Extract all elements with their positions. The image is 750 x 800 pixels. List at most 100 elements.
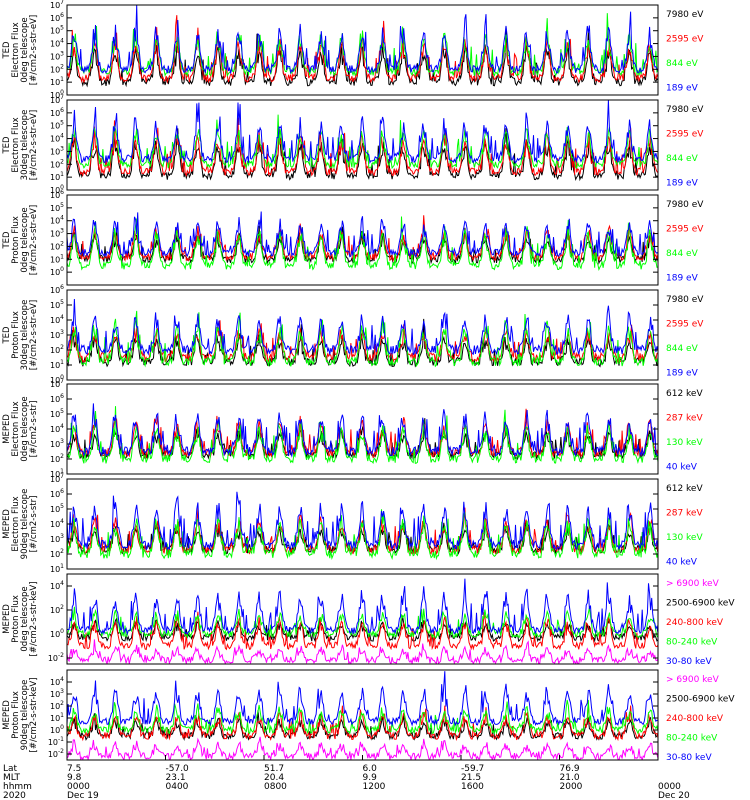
x-tick-hhmm: 0000 — [67, 782, 90, 792]
series-line-2-3 — [67, 114, 658, 170]
legend-entry: 189 eV — [666, 274, 699, 284]
y-tick-label: 102 — [50, 158, 64, 169]
legend-entry: 844 eV — [666, 154, 699, 164]
y-tick-label: 104 — [50, 215, 64, 226]
legend-entry: 844 eV — [666, 249, 699, 259]
y-tick-label: 10-1 — [48, 736, 64, 747]
legend-entry: 30-80 keV — [666, 657, 712, 667]
y-tick-label: 104 — [50, 676, 64, 687]
y-tick-label: 104 — [50, 38, 64, 49]
y-tick-label: 102 — [50, 344, 64, 355]
y-tick-label: 100 — [50, 628, 64, 639]
legend-entry: 287 keV — [666, 414, 703, 424]
series-line-5-2 — [67, 408, 658, 459]
y-tick-label: 103 — [50, 145, 64, 156]
legend-entry: 40 keV — [666, 463, 698, 473]
legend-entry: 189 eV — [666, 179, 699, 189]
legend-entry: 240-800 keV — [666, 714, 724, 724]
y-tick-label: 104 — [50, 423, 64, 434]
legend-entry: 2595 eV — [666, 130, 704, 140]
legend-entry: 189 eV — [666, 369, 699, 379]
y-tick-label: 103 — [50, 438, 64, 449]
y-tick-label: 101 — [50, 76, 64, 87]
x-tick-mlt: 21.0 — [560, 773, 580, 783]
x-tick-lat: 76.9 — [560, 764, 580, 774]
y-tick-label: 107 — [50, 473, 64, 484]
y-tick-label: 106 — [50, 189, 64, 200]
y-tick-label: 102 — [50, 700, 64, 711]
x-tick-mlt: 9.9 — [363, 773, 378, 783]
y-tick-label: 107 — [50, 0, 64, 10]
y-tick-label: 105 — [50, 25, 64, 36]
series-line-3-2 — [67, 215, 658, 263]
y-axis-label: MEPEDElectron Flux90deg telescope[#/cm2-… — [2, 489, 39, 560]
series-line-3-1 — [67, 225, 658, 265]
x-tick-hhmm: 2000 — [560, 782, 583, 792]
x-tick-mlt: 23.1 — [166, 773, 186, 783]
y-tick-label: 105 — [50, 299, 64, 310]
y-tick-label: 103 — [50, 50, 64, 61]
panel-7: 10-2 100 102 104 MEPEDProton Flux0deg telesc… — [2, 573, 735, 667]
panel-6: 101 102 103 104 105 106 107 MEPEDElectron Flux9… — [2, 473, 703, 574]
x-tick-hhmm: 0400 — [166, 782, 189, 792]
panel-frame — [66, 4, 659, 96]
y-axis-label: MEPEDProton Flux0deg telescope[#/cm2-s-s… — [2, 582, 39, 657]
panel-5: 101 102 103 104 105 106 107 MEPEDElectron Flux0… — [2, 378, 703, 479]
y-tick-label: 105 — [50, 408, 64, 419]
y-tick-label: 101 — [50, 253, 64, 264]
series-line-2-4 — [67, 100, 658, 165]
legend-entry: 2595 eV — [666, 35, 704, 45]
legend-entry: 2595 eV — [666, 225, 704, 235]
y-axis-label: TEDProton Flux0deg telescope[#/cm2-s-str… — [2, 205, 39, 275]
y-tick-label: 105 — [50, 202, 64, 213]
y-tick-label: 100 — [50, 724, 64, 735]
series-line-7-2 — [67, 615, 658, 643]
legend-entry: 844 eV — [666, 59, 699, 69]
legend-entry: 2595 eV — [666, 320, 704, 330]
y-tick-label: 100 — [50, 89, 64, 100]
legend-entry: 30-80 keV — [666, 753, 712, 763]
y-tick-label: 101 — [50, 359, 64, 370]
y-tick-label: 100 — [50, 184, 64, 195]
x-tick-lat: -59.7 — [461, 764, 484, 774]
x-row-label: 2020 — [3, 791, 26, 800]
x-tick-date: Dec 20 — [658, 791, 690, 800]
y-tick-label: 107 — [50, 94, 64, 105]
legend-entry: 130 keV — [666, 438, 703, 448]
legend-entry: 7980 eV — [666, 105, 704, 115]
y-tick-label: 104 — [50, 580, 64, 591]
panel-frame — [66, 194, 659, 286]
y-tick-label: 102 — [50, 604, 64, 615]
legend-entry: 189 eV — [666, 84, 699, 94]
panel-frame — [66, 99, 659, 191]
series-line-7-5 — [67, 578, 658, 636]
x-tick-lat: 6.0 — [363, 764, 378, 774]
x-tick-hhmm: 0000 — [658, 782, 681, 792]
y-tick-label: 10-2 — [48, 652, 64, 663]
legend-entry: 287 keV — [666, 509, 703, 519]
y-tick-label: 100 — [50, 266, 64, 277]
legend-entry: 130 keV — [666, 533, 703, 543]
y-tick-label: 101 — [50, 468, 64, 479]
y-tick-label: 103 — [50, 329, 64, 340]
x-tick-mlt: 20.4 — [264, 773, 284, 783]
x-tick-date: Dec 19 — [67, 791, 99, 800]
y-tick-label: 102 — [50, 548, 64, 559]
y-tick-label: 107 — [50, 378, 64, 389]
legend-entry: 612 keV — [666, 389, 703, 399]
series-line-3-3 — [67, 216, 658, 271]
y-tick-label: 10-2 — [48, 748, 64, 759]
y-axis-label: TEDElectron Flux30deg telescope[#/cm2-s-… — [2, 110, 39, 181]
y-tick-label: 101 — [50, 563, 64, 574]
x-tick-lat: -57.0 — [166, 764, 190, 774]
y-tick-label: 106 — [50, 12, 64, 23]
y-tick-label: 105 — [50, 503, 64, 514]
panel-frame — [66, 573, 659, 665]
series-line-8-4 — [67, 699, 658, 735]
x-row-label: hhmm — [3, 782, 32, 792]
series-line-5-4 — [67, 403, 658, 458]
